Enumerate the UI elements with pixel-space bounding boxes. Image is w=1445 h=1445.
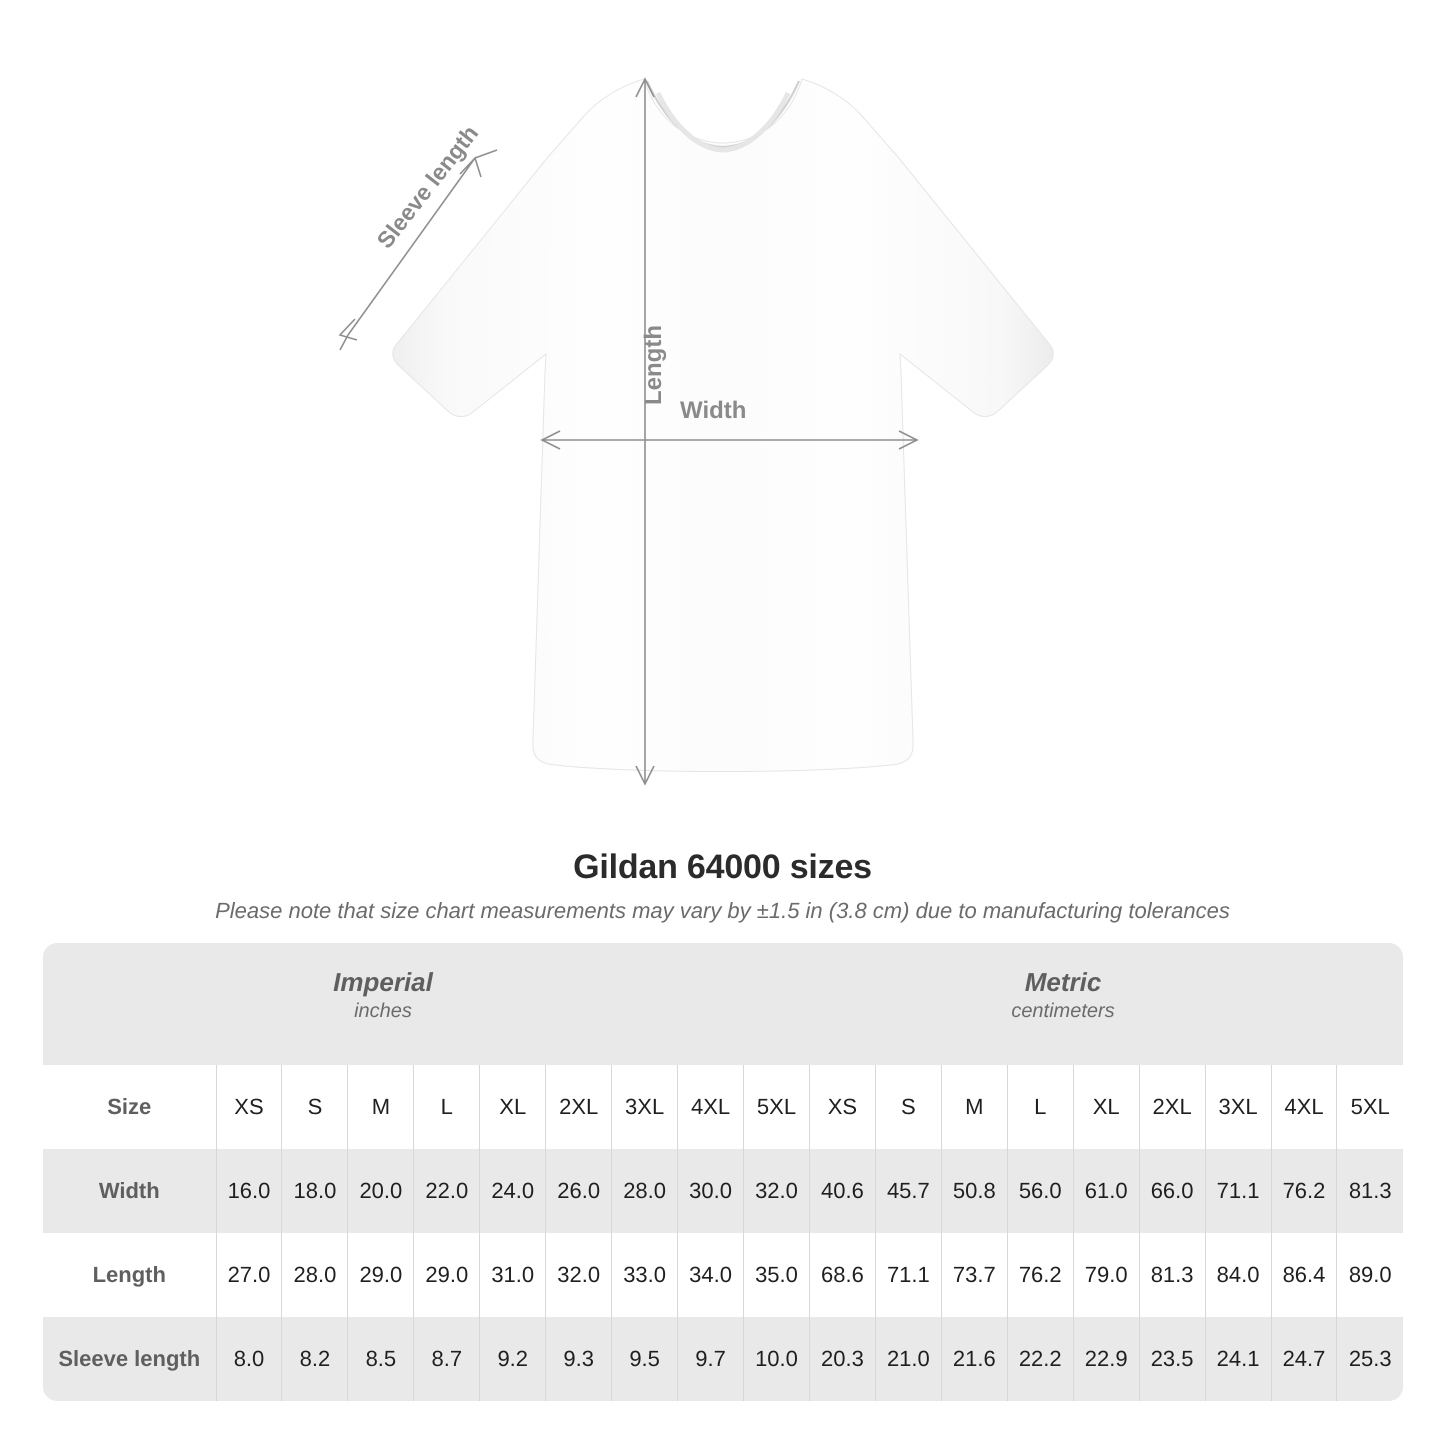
svg-text:Width: Width [680,397,746,424]
svg-text:Length: Length [640,325,667,405]
svg-text:Sleeve length: Sleeve length [371,120,483,253]
